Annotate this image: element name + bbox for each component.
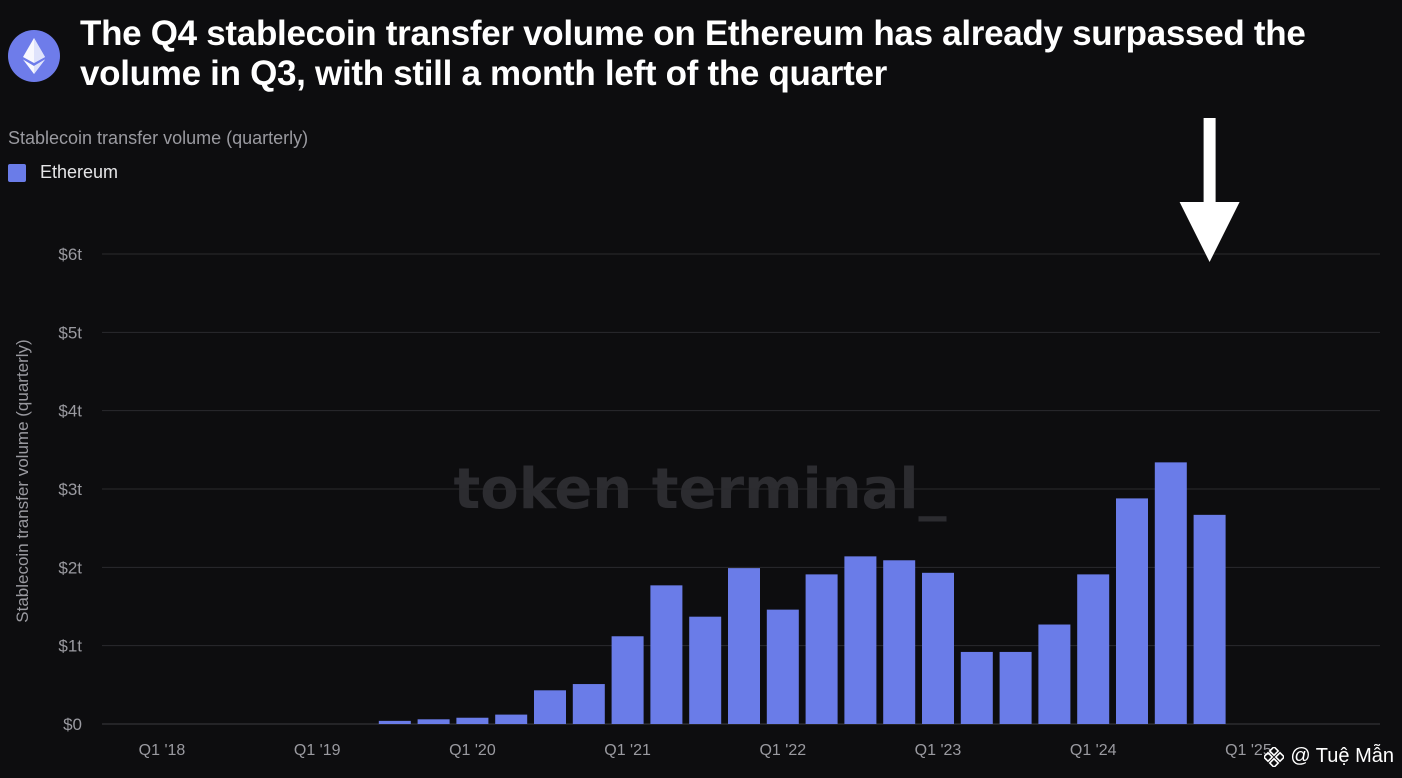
bar xyxy=(1154,462,1187,724)
y-tick-label: $5t xyxy=(58,323,82,342)
ethereum-icon xyxy=(8,30,60,82)
x-tick-label: Q1 '19 xyxy=(294,742,341,759)
y-axis-label: Stablecoin transfer volume (quarterly) xyxy=(13,339,32,622)
bar xyxy=(534,690,566,724)
arrow-head xyxy=(1179,202,1240,262)
bar xyxy=(1077,574,1110,724)
bar xyxy=(417,719,450,724)
y-tick-label: $3t xyxy=(58,480,82,499)
bar xyxy=(844,556,877,724)
bar xyxy=(960,651,993,724)
bar xyxy=(689,616,722,724)
bar xyxy=(1193,514,1226,724)
x-tick-label: Q1 '24 xyxy=(1070,742,1117,759)
bar xyxy=(495,714,528,724)
bar xyxy=(922,572,954,724)
y-tick-label: $6t xyxy=(58,245,82,264)
bar xyxy=(999,651,1032,724)
bar xyxy=(456,717,489,724)
legend-swatch xyxy=(8,163,26,182)
bar xyxy=(572,684,605,724)
chart-subtitle: Stablecoin transfer volume (quarterly) xyxy=(8,128,309,148)
chart-title: The Q4 stablecoin transfer volume on Eth… xyxy=(80,14,1306,93)
x-tick-label: Q1 '22 xyxy=(759,742,806,759)
x-tick-label: Q1 '25 xyxy=(1225,742,1272,759)
credit-text: @ Tuệ Mẫn xyxy=(1290,745,1394,767)
bar xyxy=(1116,498,1148,724)
binance-square-icon xyxy=(1262,745,1286,768)
y-tick-label: $1t xyxy=(58,637,82,656)
y-tick-label: $4t xyxy=(58,402,82,421)
y-tick-label: $0 xyxy=(63,715,82,734)
x-tick-label: Q1 '23 xyxy=(915,742,962,759)
header: The Q4 stablecoin transfer volume on Eth… xyxy=(0,0,1402,110)
x-tick-label: Q1 '20 xyxy=(449,742,496,759)
x-tick-label: Q1 '21 xyxy=(604,742,651,759)
bar xyxy=(883,560,916,724)
bar xyxy=(611,636,644,724)
y-tick-label: $2t xyxy=(58,558,82,577)
bar xyxy=(378,720,411,724)
credit: @ Tuệ Mẫn xyxy=(1262,745,1394,768)
bar xyxy=(766,609,799,724)
bar xyxy=(650,585,683,724)
x-tick-label: Q1 '18 xyxy=(139,742,186,759)
bar xyxy=(1038,624,1071,724)
bar xyxy=(805,574,838,724)
bar xyxy=(728,568,760,724)
arrow-shaft xyxy=(1203,118,1216,204)
legend[interactable]: Ethereum xyxy=(8,162,118,183)
legend-label: Ethereum xyxy=(40,162,119,182)
